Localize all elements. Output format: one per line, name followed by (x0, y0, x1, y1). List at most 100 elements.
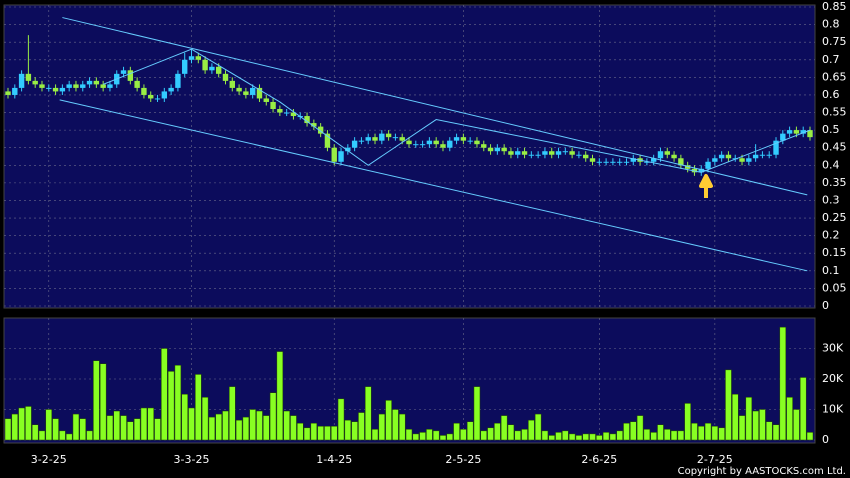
volume-bar (419, 432, 426, 441)
volume-bar (11, 413, 19, 441)
volume-bar (31, 424, 39, 441)
candle-body (222, 73, 229, 81)
volume-bar (208, 416, 216, 441)
volume-bar (161, 348, 168, 441)
y-tick-label: 0.5 (822, 123, 840, 136)
volume-bar (602, 432, 610, 441)
candle-body (786, 130, 793, 134)
volume-bar (528, 419, 535, 441)
y-tick-label: 10K (822, 403, 844, 416)
candle-body (433, 140, 439, 145)
candle-body (481, 144, 487, 148)
candle-body (657, 151, 664, 159)
volume-bar (745, 397, 753, 441)
volume-bar (779, 326, 787, 441)
volume-bar (385, 400, 392, 441)
candle-body (705, 161, 711, 169)
candle-body (508, 151, 514, 155)
candle-body (134, 80, 140, 88)
volume-bar (222, 410, 229, 441)
volume-bar (38, 430, 46, 441)
candle-body (209, 66, 215, 71)
volume-bar (765, 421, 773, 441)
volume-bar (521, 429, 528, 441)
volume-bar (575, 435, 583, 441)
volume-bar (392, 409, 399, 441)
candle-body (243, 91, 249, 95)
volume-bar (147, 407, 154, 441)
volume-bar (806, 432, 814, 441)
volume-bar (677, 430, 685, 441)
volume-bar (657, 424, 664, 441)
volume-bar (398, 413, 406, 441)
volume-bar (562, 430, 569, 441)
candle-body (283, 112, 290, 114)
volume-bar (752, 410, 759, 441)
volume-bar (188, 407, 195, 441)
y-tick-label: 0.15 (822, 246, 847, 259)
y-tick-label: 0.85 (822, 0, 847, 13)
volume-bar (704, 422, 712, 441)
candle-body (555, 151, 562, 155)
candle-body (793, 130, 800, 134)
candle-body (18, 73, 25, 88)
candle-body (406, 140, 412, 145)
trend-line (59, 99, 808, 272)
candle-body (182, 59, 188, 74)
candle-body (800, 130, 806, 134)
volume-bar (772, 424, 780, 441)
candle-body (188, 56, 195, 60)
candle-body (467, 140, 473, 142)
candle-body (807, 130, 813, 138)
volume-bar (351, 421, 358, 441)
candle-body (542, 151, 548, 155)
y-tick-label: 0.8 (822, 18, 840, 31)
x-tick-label: 2-7-25 (697, 453, 733, 466)
volume-bar (636, 415, 644, 441)
volume-bar (269, 392, 277, 441)
candle-body (161, 91, 168, 99)
y-tick-label: 0.6 (822, 88, 840, 101)
candle-body (5, 91, 11, 95)
candle-body (351, 140, 358, 148)
volume-bar (93, 360, 100, 441)
volume-bar (201, 397, 209, 441)
x-tick-label: 2-6-25 (581, 453, 617, 466)
candle-body (324, 133, 331, 148)
candle-body (759, 154, 766, 156)
volume-bar (596, 435, 603, 441)
volume-bar (439, 435, 447, 441)
candle-body (215, 66, 222, 74)
volume-bar (643, 429, 651, 441)
volume-bar (99, 363, 107, 441)
candle-body (780, 133, 786, 141)
volume-bar (45, 409, 53, 441)
candle-body (263, 98, 269, 102)
volume-bar (684, 403, 691, 441)
volume-bar (500, 415, 508, 441)
volume-bar (154, 418, 161, 441)
volume-bar (793, 409, 800, 441)
volume-bar (174, 365, 182, 441)
volume-bar (140, 407, 148, 441)
candle-body (773, 140, 779, 155)
volume-bar (446, 433, 454, 441)
volume-bar (106, 415, 114, 441)
candle-body (589, 158, 596, 162)
volume-bar (568, 433, 576, 441)
volume-bar (609, 433, 617, 441)
candle-body (460, 137, 467, 141)
y-tick-label: 0.05 (822, 281, 847, 294)
x-tick-label: 3-2-25 (31, 453, 67, 466)
volume-bar (426, 429, 433, 441)
candle-body (426, 140, 433, 145)
trend-line (102, 48, 811, 173)
volume-bar (650, 432, 657, 441)
volume-bar (18, 407, 25, 441)
candle-body (338, 151, 344, 162)
volume-bar (460, 429, 467, 441)
candle-body (304, 116, 310, 124)
signal-arrow (699, 174, 713, 198)
volume-bar (120, 415, 127, 441)
y-tick-label: 0.25 (822, 211, 847, 224)
